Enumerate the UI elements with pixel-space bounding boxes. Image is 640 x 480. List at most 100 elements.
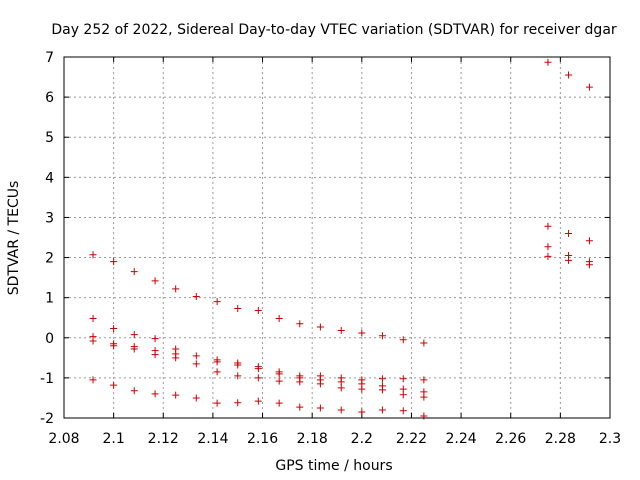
data-point <box>151 390 159 398</box>
x-axis-label: GPS time / hours <box>275 458 392 474</box>
data-point <box>234 304 242 312</box>
y-tick-label: 4 <box>45 170 54 186</box>
data-point <box>275 315 283 323</box>
x-tick-label: 2.2 <box>351 431 373 447</box>
data-point <box>234 372 242 380</box>
x-tick-label: 2.22 <box>396 431 427 447</box>
data-point <box>89 337 97 345</box>
x-tick-label: 2.18 <box>297 431 328 447</box>
data-point <box>89 315 97 323</box>
grid-lines <box>64 57 610 418</box>
data-point <box>110 381 118 389</box>
y-axis-label: SDTVAR / TECUs <box>6 181 22 296</box>
data-point <box>151 277 159 285</box>
x-tick-label: 2.28 <box>545 431 576 447</box>
y-tick-label: -2 <box>40 411 54 427</box>
data-point <box>544 252 552 260</box>
x-tick-label: 2.24 <box>446 431 477 447</box>
data-point <box>399 407 407 415</box>
data-point <box>110 258 118 266</box>
data-point <box>89 376 97 384</box>
data-point <box>130 387 138 395</box>
data-point <box>585 237 593 245</box>
data-point <box>358 408 366 416</box>
data-point <box>296 403 304 411</box>
data-point <box>234 361 242 369</box>
data-point <box>378 375 386 383</box>
data-point <box>378 406 386 414</box>
x-tick-label: 2.16 <box>247 431 278 447</box>
data-point <box>544 222 552 230</box>
data-point <box>130 268 138 276</box>
y-tick-label: -1 <box>40 371 54 387</box>
data-point <box>213 399 221 407</box>
x-axis-ticks: 2.08 2.1 2.12 2.14 2.16 2.18 2.2 2.22 2.24 2.26 2.… <box>48 57 621 447</box>
data-point <box>89 251 97 259</box>
data-series <box>89 58 593 420</box>
x-tick-label: 2.12 <box>148 431 179 447</box>
y-tick-label: 5 <box>45 130 54 146</box>
data-point <box>254 365 262 373</box>
data-point <box>172 285 180 293</box>
x-tick-label: 2.14 <box>197 431 228 447</box>
data-point <box>192 292 200 300</box>
y-tick-label: 1 <box>45 291 54 307</box>
data-point <box>565 256 573 264</box>
data-point <box>358 385 366 393</box>
data-point <box>275 377 283 385</box>
x-tick-label: 2.3 <box>599 431 621 447</box>
data-point <box>275 399 283 407</box>
data-point <box>399 336 407 344</box>
data-point <box>254 307 262 315</box>
y-tick-label: 2 <box>45 251 54 267</box>
data-point <box>316 380 324 388</box>
data-point <box>110 325 118 333</box>
plot-frame <box>63 56 611 419</box>
data-point <box>192 360 200 368</box>
data-point <box>585 83 593 91</box>
data-point <box>254 374 262 382</box>
data-point <box>130 345 138 353</box>
data-point <box>151 351 159 359</box>
x-tick-label: 2.1 <box>103 431 125 447</box>
data-point <box>130 331 138 339</box>
data-point <box>420 376 428 384</box>
y-tick-label: 6 <box>45 90 54 106</box>
y-tick-label: 0 <box>45 331 54 347</box>
data-point <box>192 352 200 360</box>
data-point <box>420 393 428 401</box>
x-tick-label: 2.08 <box>48 431 79 447</box>
data-point <box>585 261 593 269</box>
y-tick-label: 7 <box>45 50 54 66</box>
data-point <box>316 323 324 331</box>
data-point <box>337 406 345 414</box>
x-tick-label: 2.26 <box>495 431 526 447</box>
data-point <box>151 335 159 343</box>
data-point <box>399 375 407 383</box>
data-point <box>213 358 221 366</box>
data-point <box>316 404 324 412</box>
data-point <box>337 327 345 335</box>
data-point <box>213 298 221 306</box>
data-point <box>172 391 180 399</box>
data-point <box>337 378 345 386</box>
data-point <box>296 320 304 328</box>
data-point <box>234 399 242 407</box>
y-tick-label: 3 <box>45 210 54 226</box>
chart-title: Day 252 of 2022, Sidereal Day-to-day VTE… <box>51 22 617 38</box>
data-point <box>110 342 118 350</box>
data-point <box>399 391 407 399</box>
data-point <box>296 378 304 386</box>
data-point <box>378 386 386 394</box>
data-point <box>172 354 180 362</box>
data-point <box>544 58 552 66</box>
data-point <box>275 370 283 378</box>
data-point <box>565 229 573 237</box>
data-point <box>420 339 428 347</box>
y-axis-ticks: -2 -1 0 1 2 3 4 5 6 7 <box>40 50 610 427</box>
data-point <box>192 394 200 402</box>
data-point <box>565 71 573 79</box>
data-point <box>378 332 386 340</box>
data-point <box>337 384 345 392</box>
